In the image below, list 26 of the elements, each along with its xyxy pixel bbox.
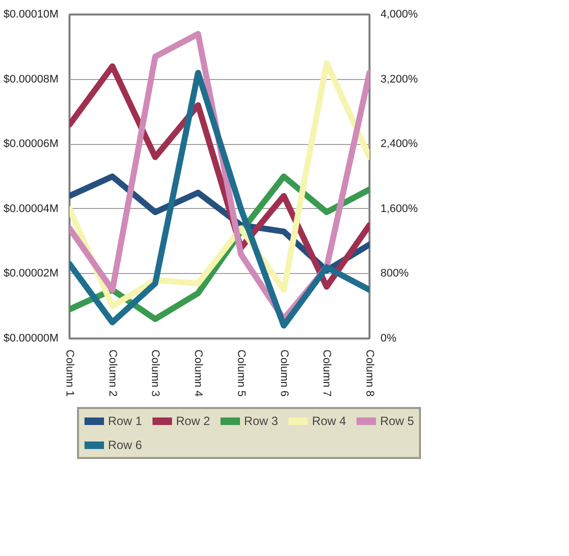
legend-label: Row 1 <box>108 414 142 428</box>
y-tick-label: $0.00000M <box>3 332 59 344</box>
x-tick-label: Column 6 <box>278 350 290 397</box>
legend-label: Row 2 <box>176 414 210 428</box>
y2-tick-label: 2,400% <box>380 138 418 150</box>
x-tick-label: Column 7 <box>320 350 333 397</box>
x-tick-label: Column 5 <box>234 350 247 397</box>
legend-label: Row 6 <box>108 438 142 452</box>
y-tick-label: $0.00002M <box>3 268 59 280</box>
x-tick-label: Column 2 <box>106 350 118 397</box>
x-tick-label: Column 4 <box>192 350 204 397</box>
x-tick-label: Column 3 <box>149 350 162 397</box>
legend-label: Row 3 <box>244 414 278 428</box>
x-tick-label: Column 1 <box>64 350 76 397</box>
y2-tick-label: 3,200% <box>380 73 418 86</box>
y2-tick-label: 0% <box>380 332 397 344</box>
y-tick-label: $0.00006M <box>3 138 59 150</box>
y-tick-label: $0.00008M <box>3 73 59 86</box>
x-tick-label: Column 8 <box>364 350 376 397</box>
y-tick-label: $0.00004M <box>3 202 59 215</box>
y-tick-label: $0.00010M <box>3 8 59 20</box>
y2-tick-label: 800% <box>380 268 409 280</box>
y2-tick-label: 1,600% <box>380 202 418 215</box>
legend-label: Row 5 <box>380 414 414 428</box>
legend-label: Row 4 <box>312 414 346 428</box>
y2-tick-label: 4,000% <box>380 8 418 20</box>
